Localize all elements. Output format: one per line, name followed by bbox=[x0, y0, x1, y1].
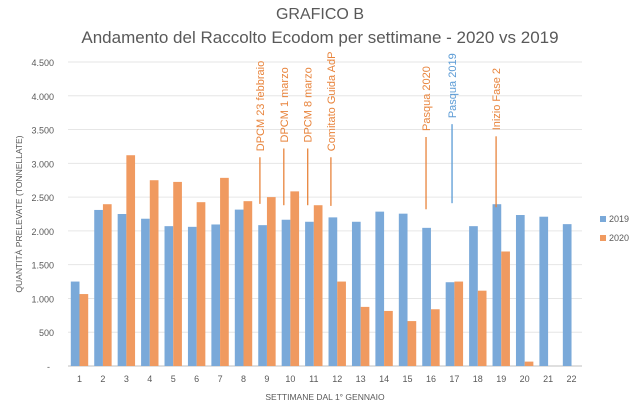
x-tick-label: 5 bbox=[171, 374, 176, 384]
y-tick-label: 2.500 bbox=[31, 193, 54, 203]
y-tick-label: 1.500 bbox=[31, 261, 54, 271]
bar-2019-week-2 bbox=[94, 209, 103, 366]
annotation-label: DPCM 23 febbraio bbox=[255, 61, 267, 152]
x-tick-label: 7 bbox=[218, 374, 223, 384]
x-tick-label: 17 bbox=[449, 374, 459, 384]
bar-2019-week-22 bbox=[562, 224, 572, 366]
bar-2019-week-9 bbox=[258, 225, 267, 366]
x-tick-label: 21 bbox=[543, 374, 553, 384]
chart-subtitle: Andamento del Raccolto Ecodom per settim… bbox=[81, 28, 559, 47]
bar-2019-week-7 bbox=[211, 224, 221, 366]
x-tick-label: 4 bbox=[147, 374, 152, 384]
y-tick-label: 2.000 bbox=[31, 227, 54, 237]
bar-2020-week-1 bbox=[79, 294, 89, 366]
x-tick-label: 22 bbox=[567, 374, 577, 384]
annotation-label: Comitato Guida AdP bbox=[326, 52, 338, 152]
annotation-label: Inizio Fase 2 bbox=[491, 68, 503, 130]
x-tick-label: 1 bbox=[77, 374, 82, 384]
bar-2019-week-6 bbox=[187, 226, 197, 366]
x-tick-label: 18 bbox=[473, 374, 483, 384]
bar-2020-week-3 bbox=[126, 155, 136, 366]
bar-2019-week-21 bbox=[539, 216, 549, 366]
x-tick-label: 14 bbox=[379, 374, 389, 384]
y-axis-label: QUANTITÀ PRELEVATE (TONNELLATE) bbox=[14, 135, 24, 292]
y-tick-label: 500 bbox=[39, 328, 54, 338]
bar-2020-week-15 bbox=[407, 321, 417, 366]
x-tick-label: 12 bbox=[332, 374, 342, 384]
bar-2019-week-14 bbox=[375, 211, 385, 366]
x-tick-label: 13 bbox=[356, 374, 366, 384]
bar-2020-week-10 bbox=[290, 191, 300, 366]
legend-label: 2020 bbox=[609, 233, 629, 243]
bar-2020-week-13 bbox=[360, 306, 370, 366]
x-tick-label: 6 bbox=[194, 374, 199, 384]
x-tick-label: 19 bbox=[496, 374, 506, 384]
bar-2019-week-1 bbox=[70, 281, 80, 366]
bar-2020-week-9 bbox=[266, 197, 276, 366]
x-tick-label: 10 bbox=[285, 374, 295, 384]
y-tick-label: 4.500 bbox=[31, 58, 54, 68]
bar-2019-week-16 bbox=[422, 227, 431, 366]
x-tick-label: 11 bbox=[309, 374, 318, 384]
chart-title: GRAFICO B bbox=[275, 6, 364, 23]
bar-2020-week-19 bbox=[501, 251, 510, 366]
bar-2019-week-10 bbox=[281, 219, 291, 366]
bar-2020-week-5 bbox=[173, 181, 182, 366]
annotation-label: DPCM 8 marzo bbox=[303, 67, 315, 142]
annotation-label: Pasqua 2020 bbox=[421, 66, 433, 131]
bar-2019-week-17 bbox=[445, 282, 455, 366]
bar-2019-week-3 bbox=[117, 214, 127, 366]
y-tick-label: 3.500 bbox=[31, 126, 54, 136]
x-tick-label: 20 bbox=[520, 374, 530, 384]
y-tick-label: - bbox=[47, 362, 50, 372]
bar-2020-week-6 bbox=[196, 202, 206, 366]
bar-2019-week-8 bbox=[234, 209, 244, 366]
bar-2020-week-12 bbox=[337, 281, 346, 366]
bar-2020-week-17 bbox=[454, 281, 464, 366]
legend-swatch-2019 bbox=[600, 216, 606, 222]
y-tick-label: 4.000 bbox=[31, 92, 54, 102]
bar-2020-week-2 bbox=[102, 204, 112, 366]
bar-2020-week-20 bbox=[524, 361, 534, 366]
bar-2019-week-13 bbox=[351, 221, 361, 366]
bar-2019-week-18 bbox=[469, 226, 478, 366]
bar-2020-week-11 bbox=[313, 205, 323, 366]
bar-2020-week-16 bbox=[430, 309, 440, 366]
x-tick-label: 16 bbox=[426, 374, 436, 384]
bar-2019-week-15 bbox=[398, 213, 408, 366]
legend-label: 2019 bbox=[609, 214, 629, 224]
annotation-label: Pasqua 2019 bbox=[447, 53, 459, 118]
y-tick-label: 1.000 bbox=[31, 294, 54, 304]
bar-2019-week-20 bbox=[515, 215, 525, 366]
x-tick-label: 8 bbox=[241, 374, 246, 384]
bar-2019-week-5 bbox=[164, 226, 174, 366]
x-tick-label: 3 bbox=[124, 374, 129, 384]
legend-swatch-2020 bbox=[600, 235, 606, 241]
x-tick-label: 9 bbox=[264, 374, 269, 384]
bar-2019-week-19 bbox=[492, 204, 502, 366]
annotation-label: DPCM 1 marzo bbox=[279, 67, 291, 142]
bar-2019-week-4 bbox=[141, 218, 150, 366]
x-tick-label: 2 bbox=[100, 374, 105, 384]
bar-2020-week-14 bbox=[384, 310, 393, 366]
bar-2019-week-11 bbox=[305, 221, 314, 366]
bar-2020-week-18 bbox=[477, 290, 487, 366]
x-tick-label: 15 bbox=[403, 374, 413, 384]
y-tick-label: 3.000 bbox=[31, 159, 54, 169]
bar-2019-week-12 bbox=[328, 217, 338, 366]
bar-2020-week-4 bbox=[149, 180, 159, 366]
x-axis-label: SETTIMANE DAL 1° GENNAIO bbox=[265, 392, 385, 402]
bar-2020-week-8 bbox=[243, 201, 253, 366]
bar-2020-week-7 bbox=[220, 177, 229, 366]
